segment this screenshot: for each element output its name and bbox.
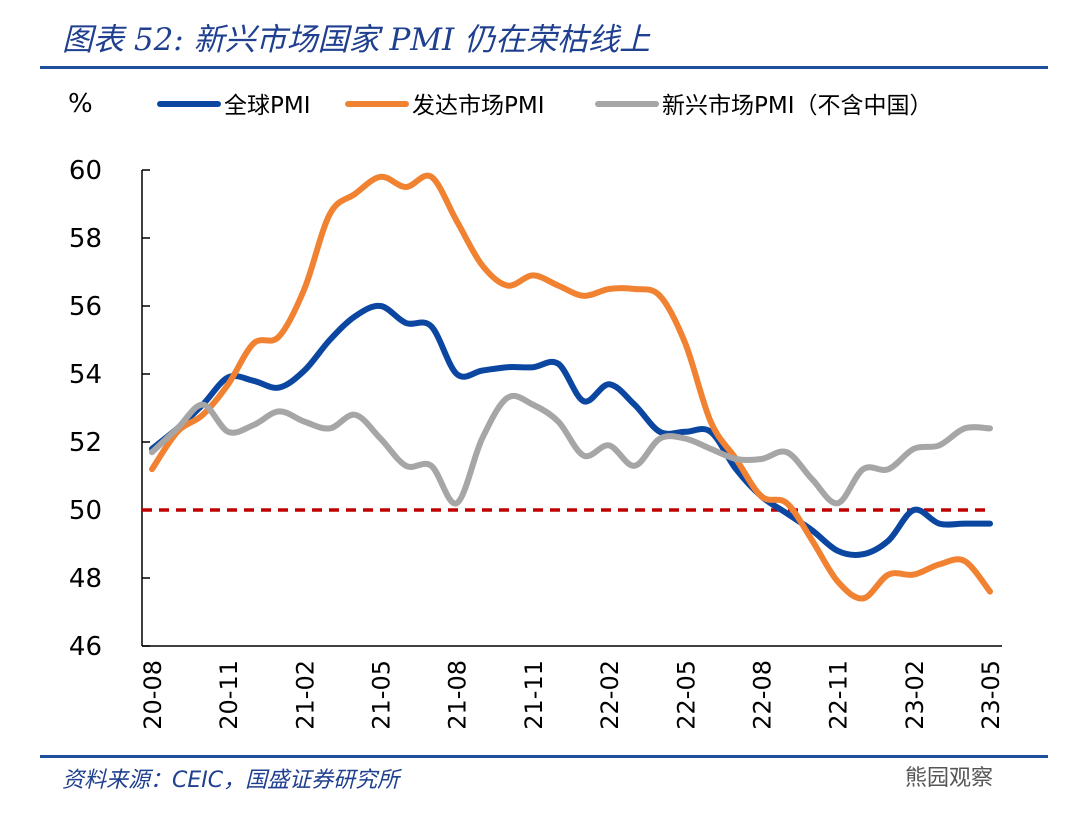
y-axis-unit: % [68, 89, 93, 119]
legend-label: 新兴市场PMI（不含中国） [662, 93, 933, 119]
x-tick-label: 22-08 [748, 660, 776, 730]
x-tick-label: 21-08 [444, 660, 472, 730]
y-tick-label: 60 [69, 156, 102, 186]
x-tick-label: 22-02 [596, 660, 624, 730]
legend: 全球PMI 发达市场PMI 新兴市场PMI（不含中国） [157, 93, 933, 119]
y-tick-label: 48 [69, 564, 102, 594]
x-tick-label: 23-05 [977, 660, 1005, 730]
series-line-0 [149, 302, 993, 558]
x-tick-label: 20-08 [139, 660, 167, 730]
legend-label: 全球PMI [224, 93, 311, 119]
footer-divider [40, 755, 1048, 758]
y-tick-label: 50 [69, 496, 102, 526]
y-tick-label: 54 [69, 360, 102, 390]
x-tick-label: 22-11 [825, 660, 853, 730]
x-tick-label: 21-02 [291, 660, 319, 730]
x-tick-label: 23-02 [901, 660, 929, 730]
x-tick-label: 21-05 [368, 660, 396, 730]
y-tick-label: 46 [69, 632, 102, 662]
y-tick-label: 56 [69, 292, 102, 322]
y-tick-label: 58 [69, 224, 102, 254]
series-line-1 [149, 172, 993, 602]
figure-title: 图表 52: 新兴市场国家 PMI 仍在荣枯线上 [62, 22, 651, 58]
x-tick-label: 22-05 [672, 660, 700, 730]
x-tick-label: 20-11 [215, 660, 243, 730]
series-line-2 [149, 392, 993, 507]
legend-label: 发达市场PMI [412, 93, 545, 119]
y-tick-label: 52 [69, 428, 102, 458]
source-note: 资料来源：CEIC，国盛证券研究所 [62, 768, 400, 793]
x-tick-label: 21-11 [520, 660, 548, 730]
title-divider [40, 66, 1048, 69]
watermark: 熊园观察 [905, 766, 994, 791]
